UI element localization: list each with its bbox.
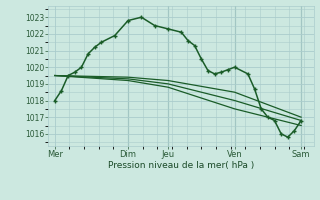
X-axis label: Pression niveau de la mer( hPa ): Pression niveau de la mer( hPa ) bbox=[108, 161, 254, 170]
